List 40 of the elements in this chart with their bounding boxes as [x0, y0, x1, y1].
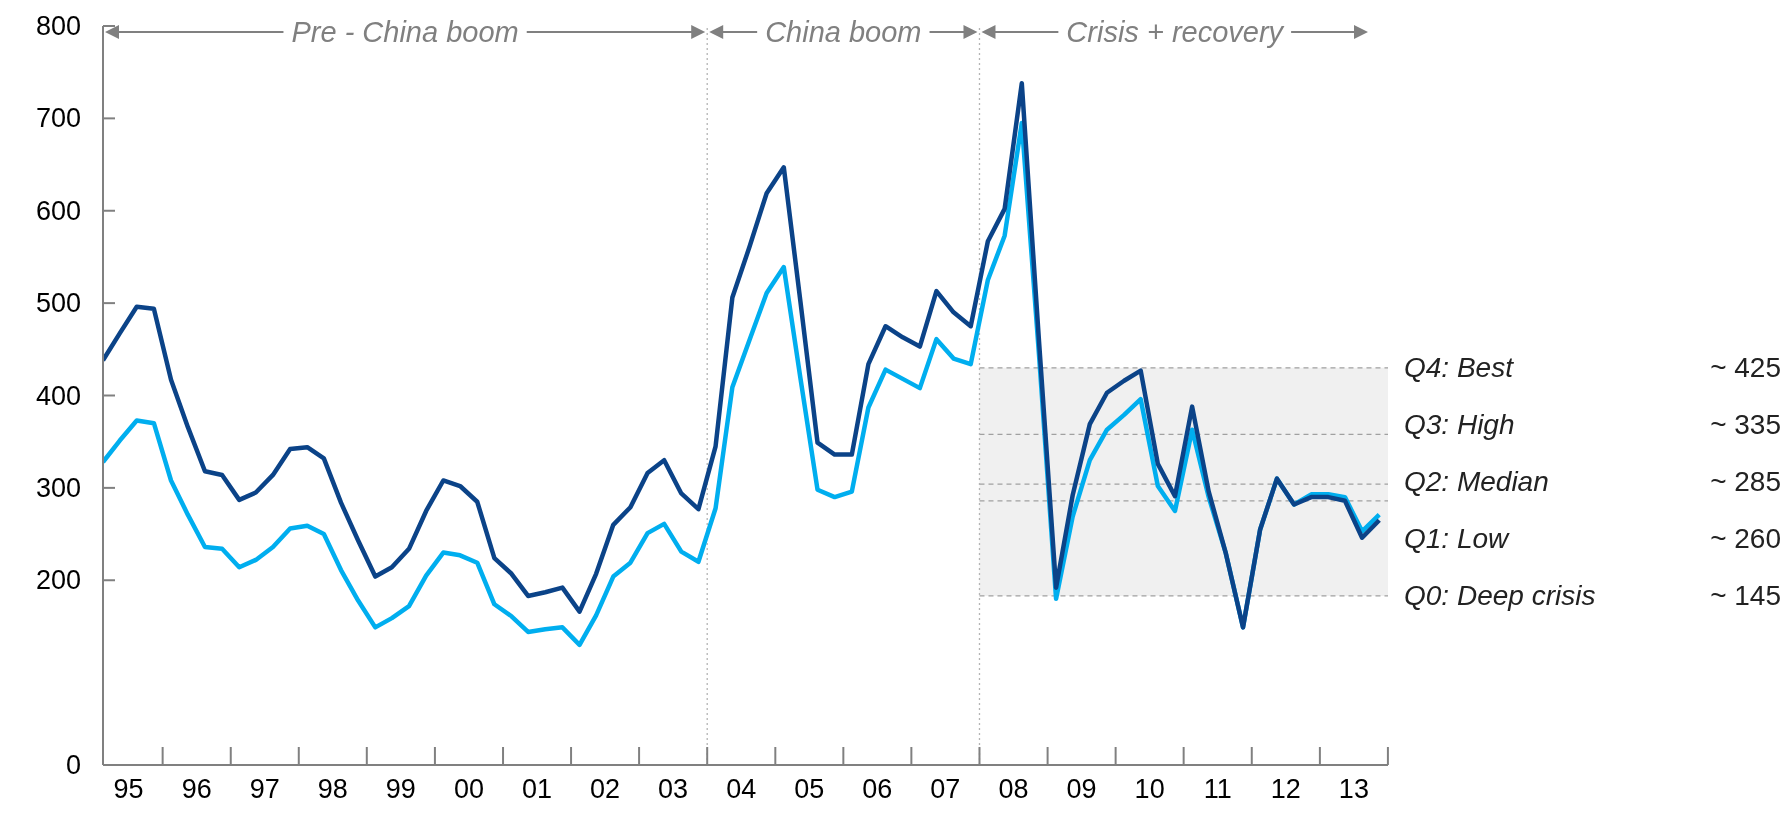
x-tick-label: 13: [1338, 774, 1369, 804]
y-tick-label: 800: [35, 11, 81, 41]
y-tick-label: 200: [35, 565, 81, 596]
x-tick-label: 05: [794, 774, 825, 804]
y-tick-label: 0: [65, 750, 81, 780]
y-tick-label: 700: [35, 103, 81, 134]
x-tick-label: 02: [590, 774, 621, 804]
x-tick-label: 12: [1270, 774, 1301, 804]
y-tick-label: 500: [35, 288, 81, 319]
y-tick-label: 300: [35, 472, 81, 503]
y-tick-label: 600: [35, 195, 81, 226]
x-tick-label: 96: [181, 774, 212, 804]
x-tick-label: 07: [930, 774, 961, 804]
x-tick-label: 95: [113, 774, 144, 804]
text: ~ 145: [1710, 580, 1781, 612]
x-tick-label: 04: [726, 774, 757, 804]
x-tick-label: 08: [998, 774, 1029, 804]
text: Q2: Median: [1404, 466, 1549, 498]
annotation: China boom: [765, 16, 922, 48]
x-tick-label: 98: [317, 774, 348, 804]
text: ~ 260: [1710, 523, 1781, 555]
text: Q1: Low: [1404, 523, 1511, 555]
text: Q3: High: [1404, 409, 1515, 441]
x-tick-label: 01: [522, 774, 553, 804]
y-tick-label: 400: [35, 380, 81, 411]
x-tick-label: 09: [1066, 774, 1097, 804]
x-tick-label: 03: [658, 774, 689, 804]
text: ~ 285: [1710, 466, 1781, 498]
annotation: Pre - China boom: [291, 16, 519, 48]
x-tick-label: 99: [385, 774, 416, 804]
x-tick-label: 06: [862, 774, 893, 804]
x-tick-label: 10: [1134, 774, 1165, 804]
text: ~ 335: [1710, 409, 1781, 441]
x-tick-label: 97: [249, 774, 280, 804]
annotation: Crisis + recovery: [1066, 16, 1285, 48]
x-tick-label: 11: [1203, 774, 1232, 804]
text: ~ 425: [1710, 352, 1781, 384]
x-tick-label: 00: [454, 774, 485, 804]
text: Q4: Best: [1404, 352, 1515, 384]
text: Q0: Deep crisis: [1404, 580, 1596, 612]
